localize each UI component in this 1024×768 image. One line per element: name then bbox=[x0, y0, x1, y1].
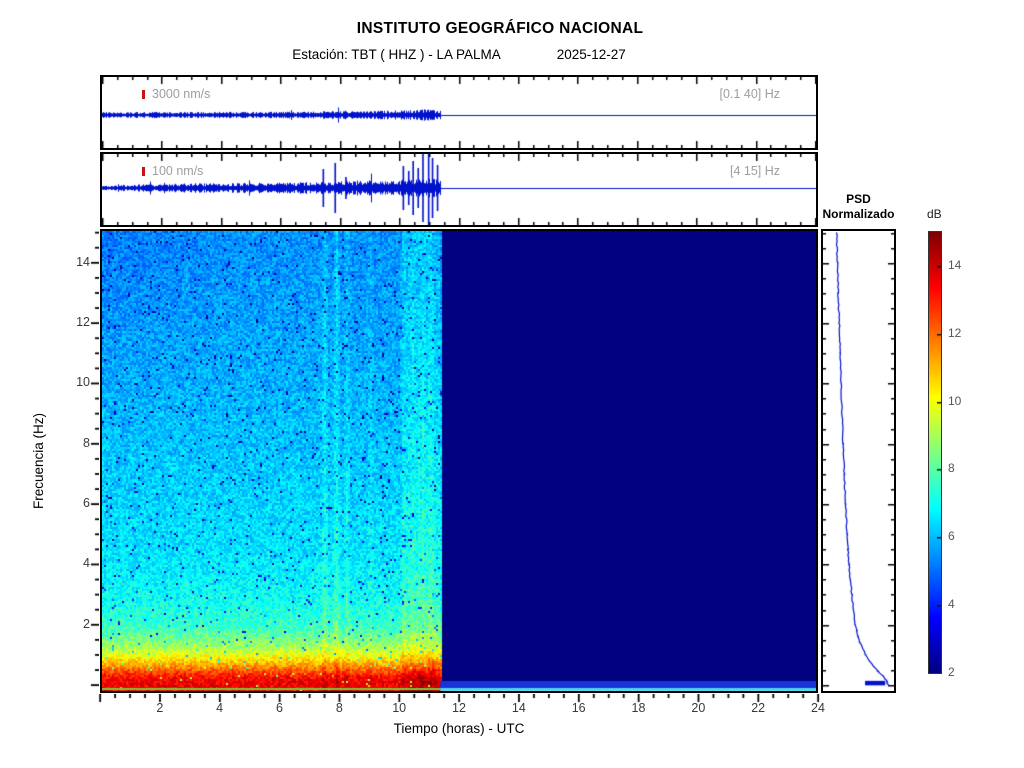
x-axis-title: Tiempo (horas) - UTC bbox=[393, 721, 525, 736]
x-tick-label: 6 bbox=[276, 701, 283, 715]
spectrogram-canvas bbox=[102, 231, 816, 691]
x-tick-label: 16 bbox=[571, 701, 586, 715]
x-tick-label: 8 bbox=[335, 701, 343, 715]
y-tick-label: 8 bbox=[83, 435, 90, 450]
x-axis-ticks bbox=[98, 694, 822, 705]
scale-marker-icon bbox=[142, 167, 145, 176]
x-tick-label: 20 bbox=[691, 701, 706, 715]
station-label: Estación: TBT ( HHZ ) - LA PALMA bbox=[292, 47, 501, 62]
scale-label-filtered: 100 nm/s bbox=[152, 164, 204, 178]
y-tick-label: 14 bbox=[76, 254, 90, 269]
x-tick-label: 4 bbox=[216, 701, 224, 715]
x-tick-label: 10 bbox=[392, 701, 407, 715]
y-tick-label: 4 bbox=[83, 556, 90, 571]
colorbar-tick-label: 8 bbox=[948, 461, 955, 476]
x-tick-label: 22 bbox=[751, 701, 766, 715]
y-axis-title: Frecuencia (Hz) bbox=[31, 412, 46, 510]
colorbar-tick-label: 10 bbox=[948, 393, 962, 408]
colorbar-tick-label: 6 bbox=[948, 529, 955, 544]
y-axis-ticks bbox=[87, 229, 99, 695]
scale-marker-icon bbox=[142, 90, 145, 99]
colorbar-tick-label: 4 bbox=[948, 597, 955, 612]
psd-curve-canvas bbox=[823, 231, 894, 691]
trace-panel-filtered: 100 nm/s [4 15] Hz bbox=[100, 152, 818, 227]
date-label: 2025-12-27 bbox=[556, 47, 626, 62]
x-tick-label: 18 bbox=[631, 701, 646, 715]
colorbar-tick-label: 14 bbox=[948, 257, 962, 272]
psd-panel bbox=[821, 229, 896, 693]
psd-title-line2: Normalizado bbox=[822, 207, 895, 221]
colorbar-tick-label: 12 bbox=[948, 325, 962, 340]
filtered-trace-canvas bbox=[102, 154, 816, 225]
scale-label-broadband: 3000 nm/s bbox=[152, 87, 211, 101]
filter-band-label-filtered: [4 15] Hz bbox=[729, 164, 780, 178]
psd-title-line1: PSD bbox=[846, 192, 871, 206]
page-title: INSTITUTO GEOGRÁFICO NACIONAL bbox=[356, 20, 644, 37]
colorbar-tick-label: 2 bbox=[948, 665, 955, 679]
filter-band-label-broadband: [0.1 40] Hz bbox=[719, 87, 780, 101]
y-tick-label: 12 bbox=[76, 315, 90, 329]
colorbar bbox=[928, 231, 942, 674]
x-tick-label: 12 bbox=[452, 701, 466, 715]
spectrogram-panel bbox=[100, 229, 818, 693]
psd-panel-title: PSD Normalizado bbox=[806, 192, 911, 222]
y-tick-label: 6 bbox=[83, 495, 90, 510]
colorbar-unit-label: dB bbox=[927, 207, 942, 221]
trace-panel-broadband: 3000 nm/s [0.1 40] Hz bbox=[100, 75, 818, 150]
y-tick-label: 2 bbox=[83, 616, 90, 631]
x-tick-label: 14 bbox=[511, 701, 526, 715]
subtitle: Estación: TBT ( HHZ ) - LA PALMA 2025-12… bbox=[100, 47, 818, 62]
y-tick-label: 10 bbox=[76, 375, 90, 390]
x-tick-label: 2 bbox=[156, 701, 164, 715]
broadband-trace-canvas bbox=[102, 77, 816, 148]
x-tick-label: 24 bbox=[811, 701, 825, 715]
